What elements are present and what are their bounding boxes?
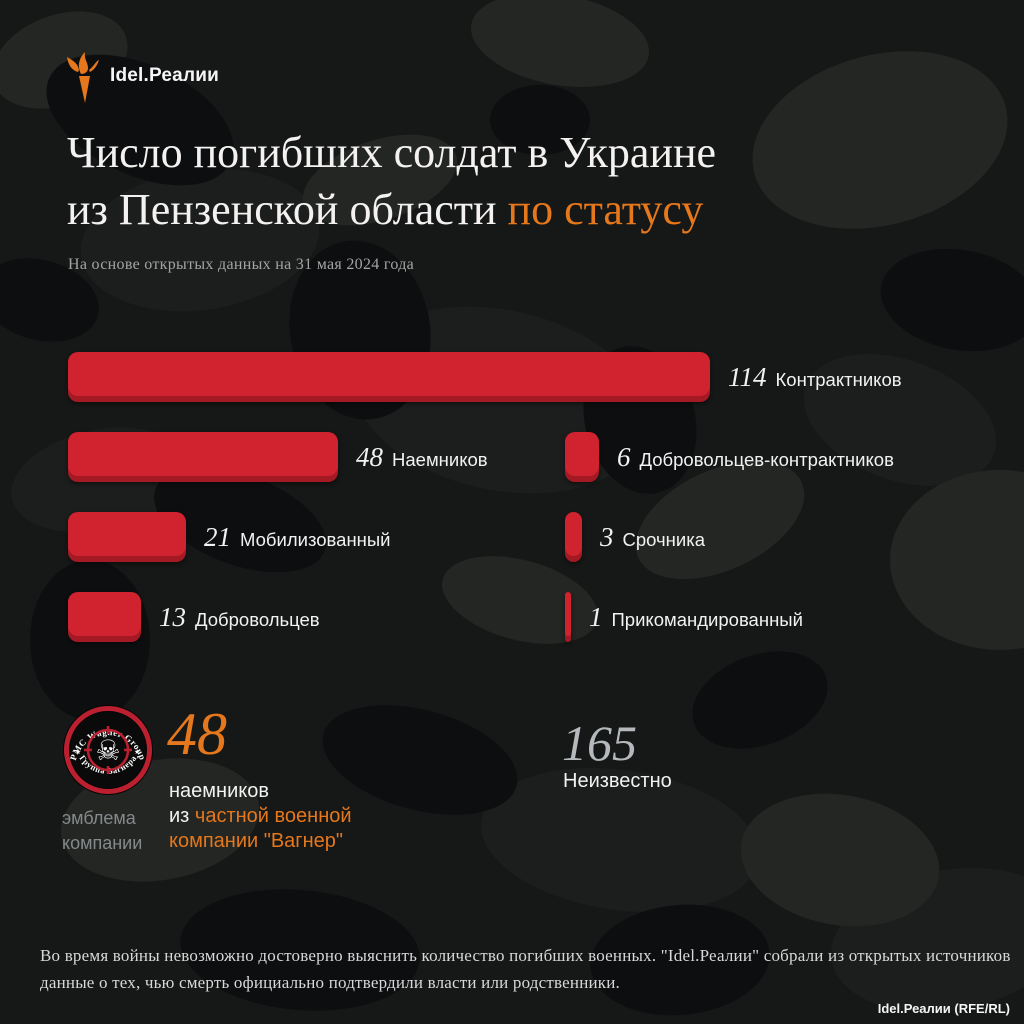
bar-category: Наемников (392, 448, 488, 470)
bar-row: 114 Контрактников (68, 352, 902, 402)
bar-row: 13 Добровольцев (68, 592, 320, 642)
subtitle: На основе открытых данных на 31 мая 2024… (68, 256, 415, 273)
bar-value: 114 (728, 361, 767, 392)
badge-star-left-icon: ★ (75, 748, 81, 756)
torch-icon (67, 52, 99, 103)
bar (565, 592, 571, 642)
disclaimer: Во время войны невозможно достоверно выя… (40, 942, 1011, 996)
bar-row: 3 Срочника (565, 512, 705, 562)
unknown-count: 165 (562, 715, 637, 771)
title-highlight: по статусу (507, 185, 704, 234)
bar (565, 432, 599, 482)
bar-label: 48 Наемников (356, 442, 488, 473)
bar-category: Добровольцев (195, 608, 320, 630)
skull-icon: ☠ (95, 734, 120, 767)
brand-logo-text: Idel.Реалии (110, 65, 219, 86)
disclaimer-line1: Во время войны невозможно достоверно выя… (40, 946, 1011, 965)
bar-label: 1 Прикомандированный (589, 602, 803, 633)
bar-row: 1 Прикомандированный (565, 592, 803, 642)
bar-label: 3 Срочника (600, 522, 705, 553)
bar-label: 13 Добровольцев (159, 602, 320, 633)
bar-value: 1 (589, 601, 603, 632)
bar-value: 6 (617, 441, 631, 472)
bar-row: 48 Наемников (68, 432, 488, 482)
wagner-emblem: PMC Wagner Group Группа Вагнера ★ ★ ☠ (63, 705, 153, 795)
bar-label: 6 Добровольцев-контрактников (617, 442, 894, 473)
bar-category: Мобилизованный (240, 528, 391, 550)
disclaimer-line2: данные о тех, чью смерть официально подт… (40, 973, 621, 992)
bar-value: 21 (204, 521, 231, 552)
bar (565, 512, 582, 562)
wagner-line2-orange: частной военной (194, 805, 352, 827)
wagner-line1: наемников (169, 780, 269, 802)
bar-row: 6 Добровольцев-контрактников (565, 432, 894, 482)
page-title: Число погибших солдат в Украине из Пензе… (67, 124, 927, 238)
bar-category: Срочника (622, 528, 706, 550)
bar-value: 48 (356, 441, 383, 472)
credit: Idel.Реалии (RFE/RL) (877, 1001, 1010, 1016)
title-line2: из Пензенской области (67, 185, 508, 234)
badge-caption-line1: эмблема (62, 808, 136, 828)
bar (68, 592, 141, 642)
wagner-description: наемников из частной военной компании "В… (169, 779, 352, 854)
bar-value: 3 (600, 521, 614, 552)
bar (68, 352, 710, 402)
bar (68, 512, 186, 562)
bar (68, 432, 338, 482)
bar-row: 21 Мобилизованный (68, 512, 391, 562)
wagner-line2-white: из (169, 805, 195, 827)
title-line1: Число погибших солдат в Украине (67, 128, 717, 177)
wagner-line3-orange: компании "Вагнер" (169, 830, 343, 852)
unknown-label: Неизвестно (563, 770, 672, 792)
bar-category: Прикомандированный (611, 608, 803, 630)
bar-category: Контрактников (775, 368, 902, 390)
badge-caption-line2: компании (62, 833, 143, 853)
bar-label: 21 Мобилизованный (204, 522, 391, 553)
brand-logo: Idel.Реалии (66, 48, 219, 104)
wagner-count: 48 (167, 701, 227, 767)
bar-label: 114 Контрактников (728, 362, 902, 393)
bar-value: 13 (159, 601, 186, 632)
badge-caption: эмблема компании (62, 806, 142, 856)
bar-category: Добровольцев-контрактников (639, 448, 894, 470)
badge-star-right-icon: ★ (134, 748, 140, 756)
